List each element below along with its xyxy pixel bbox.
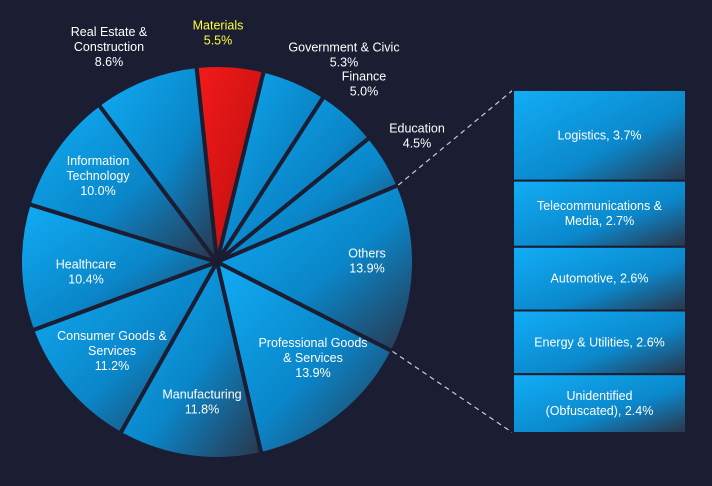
slice-others (215, 183, 416, 354)
slice-value-others: 13.9% (349, 262, 384, 276)
slice-value-materials: 5.5% (204, 34, 233, 48)
breakdown-connectors (392, 89, 514, 434)
breakdown-label-telecommunications-media-2-7: Telecommunications & Media, 2.7% (537, 199, 663, 228)
slice-label-consumer-goods-services: Consumer Goods & Services (57, 329, 167, 358)
slice-label-education: Education (389, 122, 445, 136)
slice-label-manufacturing: Manufacturing (162, 388, 241, 402)
breakdown-label-energy-utilities-2-6: Energy & Utilities, 2.6% (534, 335, 665, 349)
pie-slices (18, 63, 416, 461)
slice-value-finance: 5.0% (350, 85, 379, 99)
connector-top (397, 89, 514, 186)
slice-information-technology (26, 102, 219, 264)
slice-label-professional-goods-services: Professional Goods & Services (258, 336, 367, 365)
slice-healthcare (18, 202, 219, 333)
slice-label-finance: Finance (342, 70, 387, 84)
slice-value-consumer-goods-services: 11.2% (95, 359, 130, 373)
slice-professional-goods-services (215, 260, 395, 456)
slice-value-manufacturing: 11.8% (185, 403, 220, 417)
connector-bottom (392, 350, 514, 434)
breakdown-label-logistics-3-7: Logistics, 3.7% (557, 128, 641, 142)
slice-label-real-estate-construction: Real Estate & Construction (71, 25, 148, 54)
breakdown-column: Logistics, 3.7% Telecommunications & Media… (512, 89, 687, 435)
slice-label-government-civic: Government & Civic (288, 41, 399, 55)
slice-real-estate-construction (96, 64, 219, 264)
slice-value-information-technology: 10.0% (80, 184, 115, 198)
slice-label-others: Others (348, 247, 386, 261)
breakdown-bar-automotive-2-6 (512, 245, 687, 312)
breakdown-label-unidentified-obfuscated-2-4: Unidentified (Obfuscated), 2.4% (546, 389, 654, 418)
slice-value-education: 4.5% (403, 137, 432, 151)
breakdown-label-automotive-2-6: Automotive, 2.6% (551, 272, 649, 286)
slice-label-healthcare: Healthcare (56, 258, 116, 272)
slice-label-materials: Materials (193, 19, 244, 33)
breakdown-bar-logistics-3-7 (512, 89, 687, 182)
breakdown-bar-energy-utilities-2-6 (512, 309, 687, 376)
slice-label-information-technology: Information Technology (66, 154, 130, 183)
slice-consumer-goods-services (30, 260, 219, 436)
slice-value-real-estate-construction: 8.6% (95, 55, 124, 69)
breakdown-bar-telecommunications-media-2-7 (512, 179, 687, 248)
breakdown-bar-unidentified-obfuscated-2-4 (512, 373, 687, 435)
slice-manufacturing (118, 260, 264, 461)
slice-value-professional-goods-services: 13.9% (295, 366, 330, 380)
slice-value-government-civic: 5.3% (330, 56, 359, 70)
slice-value-healthcare: 10.4% (68, 273, 103, 287)
